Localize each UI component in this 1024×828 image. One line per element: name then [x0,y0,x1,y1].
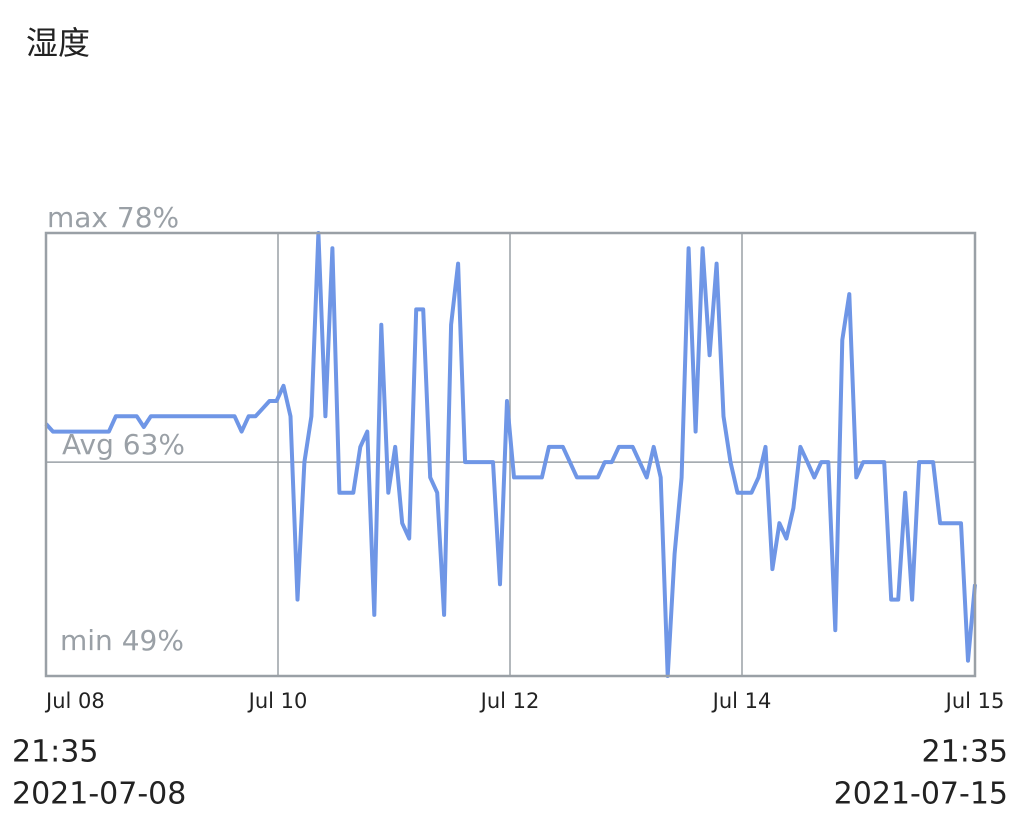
x-tick-label: Jul 10 [247,689,308,713]
end-date: 2021-07-15 [834,777,1008,812]
start-time: 21:35 [12,735,98,770]
max-label: max 78% [47,201,179,234]
x-tick-label: Jul 12 [479,689,540,713]
plot-frame [44,231,977,678]
avg-label: Avg 63% [62,428,185,461]
x-tick-label: Jul 15 [944,689,1005,713]
end-time: 21:35 [922,735,1008,770]
humidity-line [44,231,977,678]
title: 湿度 [26,24,90,62]
start-date: 2021-07-08 [12,777,186,812]
min-label: min 49% [60,624,184,657]
x-tick-label: Jul 08 [44,689,105,713]
x-tick-label: Jul 14 [711,689,772,713]
